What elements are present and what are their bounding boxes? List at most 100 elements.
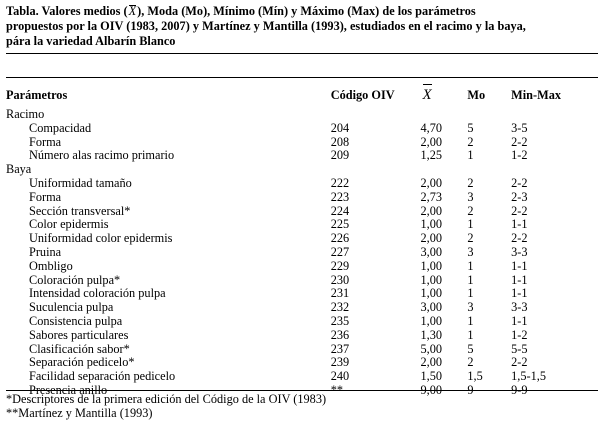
caption-mean-symbol: X (128, 4, 137, 18)
cell-param: Intensidad coloración pulpa (29, 286, 166, 301)
cell-minmax: 1-2 (511, 148, 528, 163)
cell-code: 230 (330, 272, 350, 287)
cell-minmax: 1-1 (511, 217, 528, 232)
table-row: Facilidad separación pedicelo 240 1,50 1,5 1… (6, 369, 598, 384)
cell-mean: 5,00 (420, 341, 443, 356)
table-row: Color epidermis 225 1,00 1 1-1 (6, 218, 598, 232)
cell-mo: 3 (467, 189, 474, 204)
cell-code: 237 (330, 341, 350, 356)
cell-mean: 1,25 (420, 148, 443, 163)
cell-mo: 1 (467, 258, 474, 273)
header-rule (6, 77, 598, 78)
cell-code: 235 (330, 313, 350, 328)
cell-minmax: 1-1 (511, 258, 528, 273)
cell-code: 229 (330, 258, 350, 273)
cell-mo: 5 (467, 120, 474, 135)
header-mean: X (421, 82, 468, 108)
cell-mean: 3,00 (420, 300, 443, 315)
cell-mean: 1,00 (420, 258, 443, 273)
table-row: Ombligo 229 1,00 1 1-1 (6, 258, 598, 274)
cell-mo: 2 (467, 203, 474, 218)
cell-mean: 1,30 (420, 327, 443, 342)
cell-mean: 2,73 (420, 189, 443, 204)
cell-mean: 2,00 (420, 175, 443, 190)
cell-code: 240 (330, 369, 350, 384)
table-row: Consistencia pulpa 235 1,00 1 1-1 (6, 313, 598, 329)
cell-param: Pruina (29, 244, 62, 259)
cell-param: Consistencia pulpa (29, 313, 123, 328)
group-row: Baya (6, 162, 598, 177)
caption-prefix: Tabla. Valores medios ( (6, 4, 128, 18)
cell-mo: 2 (467, 175, 474, 190)
cell-mean: 2,00 (420, 231, 443, 246)
cell-mean: 2,00 (420, 203, 443, 218)
cell-code: 239 (330, 355, 350, 370)
table-row: Clasificación sabor* 237 5,00 5 5-5 (6, 341, 598, 357)
cell-param: Color epidermis (29, 217, 109, 232)
cell-code: 236 (330, 327, 350, 342)
cell-minmax: 2-2 (511, 355, 528, 370)
cell-minmax: 2-2 (511, 203, 528, 218)
cell-mean: 1,00 (420, 313, 443, 328)
cell-minmax: 2-2 (511, 134, 528, 149)
cell-code: 208 (330, 134, 350, 149)
cell-minmax: 5-5 (511, 341, 528, 356)
cell-code: 222 (330, 175, 350, 190)
cell-param: Número alas racimo primario (29, 148, 175, 163)
caption-line3: pára la variedad Albarín Blanco (6, 34, 176, 48)
cell-param: Forma (29, 134, 62, 149)
cell-mo: 3 (467, 244, 474, 259)
cell-code: 224 (330, 203, 350, 218)
cell-code: ** (330, 382, 344, 397)
header-mean-symbol: X (421, 82, 434, 108)
cell-minmax: 3-5 (511, 120, 528, 135)
cell-minmax: 3-3 (511, 244, 528, 259)
table-row: Forma 208 2,00 2 2-2 (6, 134, 598, 150)
cell-param: Presencia anillo (29, 382, 108, 397)
cell-mean: 3,00 (420, 244, 443, 259)
table-row: Sección transversal* 224 2,00 2 2-2 (6, 203, 598, 219)
table-body: Racimo Compacidad 204 4,70 5 3-5 Forma 208 2,00 2… (6, 107, 598, 398)
header-minmax: Min-Max (511, 88, 561, 102)
footnote-1: *Descriptores de la primera edición del … (6, 392, 327, 406)
table-row: Uniformidad color epidermis 226 2,00 2 2-2 (6, 231, 598, 246)
group-label: Racimo (6, 107, 45, 121)
cell-mo: 1 (467, 148, 474, 163)
cell-param: Facilidad separación pedicelo (29, 369, 176, 384)
cell-minmax: 1-1 (511, 286, 528, 301)
cell-mean: 1,00 (420, 217, 443, 232)
data-table: Parámetros Código OIV X Mo Min-Max Racim… (6, 82, 598, 398)
cell-param: Clasificación sabor* (29, 341, 130, 356)
table-row: Compacidad 204 4,70 5 3-5 (6, 120, 598, 136)
table-row: Sabores particulares 236 1,30 1 1-2 (6, 327, 598, 343)
table-row: Forma 223 2,73 3 2-3 (6, 189, 598, 205)
table-row: Separación pedicelo* 239 2,00 2 2-2 (6, 356, 598, 370)
cell-param: Forma (29, 189, 62, 204)
table-row: Suculencia pulpa 232 3,00 3 3-3 (6, 300, 598, 315)
cell-mo: 2 (467, 231, 474, 246)
caption-line1-rest: ), Moda (Mo), Mínimo (Mín) y Máximo (Max… (137, 4, 476, 18)
cell-minmax: 3-3 (511, 300, 528, 315)
table-row: Pruina 227 3,00 3 3-3 (6, 244, 598, 260)
table-row: Presencia anillo ** 9,00 9 9-9 (6, 382, 598, 398)
cell-mo: 1 (467, 286, 474, 301)
table-row: Coloración pulpa* 230 1,00 1 1-1 (6, 272, 598, 288)
cell-mo: 9 (467, 382, 474, 397)
cell-mo: 5 (467, 341, 474, 356)
footnote-2: **Martínez y Mantilla (1993) (6, 406, 153, 420)
group-row: Racimo (6, 107, 598, 122)
cell-code: 231 (330, 286, 350, 301)
cell-mean: 4,70 (420, 120, 443, 135)
bottom-rule (6, 390, 598, 391)
cell-mean: 1,00 (420, 272, 443, 287)
cell-mo: 2 (467, 134, 474, 149)
cell-mo: 1 (467, 272, 474, 287)
top-rule (6, 53, 598, 54)
table-row: Intensidad coloración pulpa 231 1,00 1 1-1 (6, 287, 598, 301)
cell-code: 225 (330, 217, 350, 232)
cell-mo: 1 (467, 217, 474, 232)
cell-minmax: 2-2 (511, 231, 528, 246)
cell-param: Compacidad (29, 120, 92, 135)
cell-minmax: 2-3 (511, 189, 528, 204)
cell-mean: 1,00 (420, 286, 443, 301)
